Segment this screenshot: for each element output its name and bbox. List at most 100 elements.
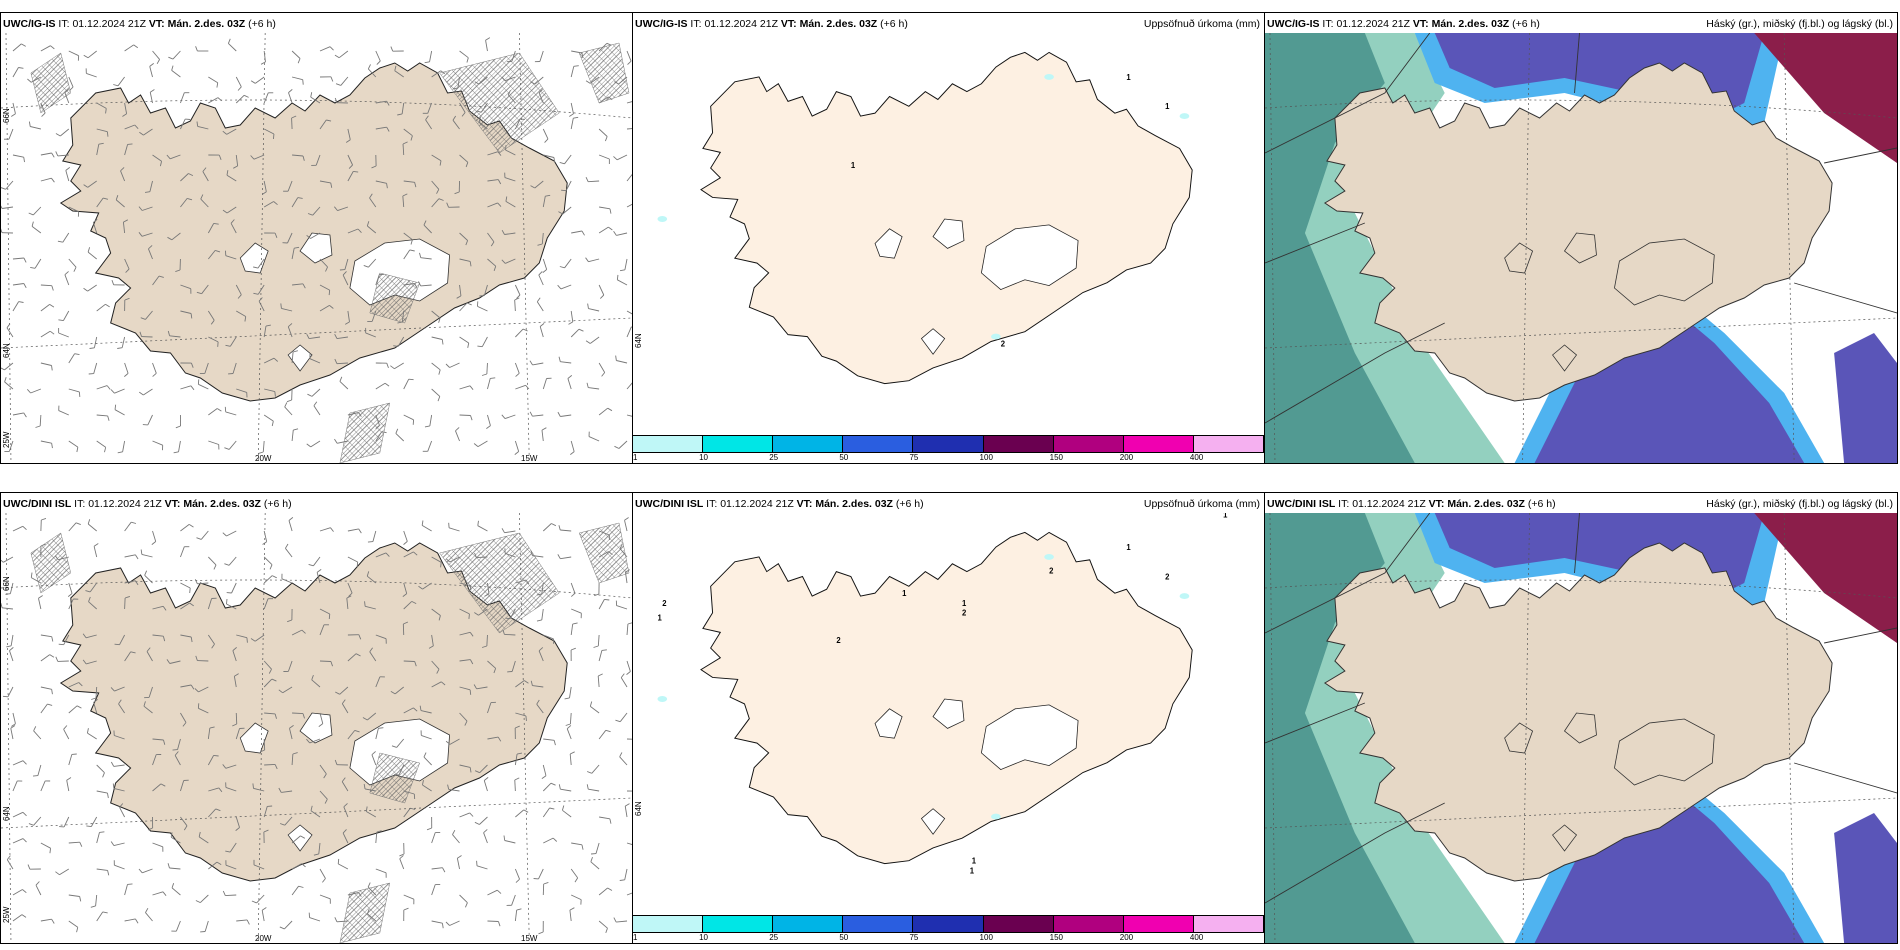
it-value: 01.12.2024 21Z: [704, 18, 778, 30]
wind-barbs: [1, 517, 632, 935]
precip-value-label: 2: [836, 636, 841, 645]
precip-colorbar: [633, 435, 1264, 453]
lead-time: (+6 h): [1527, 498, 1556, 510]
glacier: [980, 224, 1079, 291]
vt-label: VT:: [164, 498, 181, 510]
glacier-outline: [1563, 232, 1597, 264]
vt-label: VT:: [1428, 498, 1445, 510]
precip-colorbar-ticks: 1 10 25 50 75 100 150 200 400: [633, 933, 1264, 943]
wind-barbs: [1, 37, 632, 455]
colorbar-tick-label: 150: [1049, 933, 1064, 942]
iceland-land: [1323, 542, 1833, 882]
it-label: IT:: [706, 498, 718, 510]
colorbar-tick-label: 10: [699, 933, 709, 942]
colorbar-segment: [703, 916, 774, 932]
vt-value: Mán. 2.des. 03Z: [799, 18, 878, 30]
iceland-land: [700, 531, 1193, 865]
model-name: UWC/IG-IS: [635, 18, 688, 30]
colorbar-segment: [633, 436, 704, 452]
map-canvas: [1265, 513, 1897, 943]
colorbar-tick-label: 25: [769, 453, 779, 462]
model-name: UWC/IG-IS: [3, 18, 56, 30]
vt-label: VT:: [1412, 18, 1429, 30]
lon-label-15: 15W: [521, 454, 538, 463]
graticule: [1265, 513, 1897, 943]
model-name: UWC/DINI ISL: [3, 498, 72, 510]
lon-label-25: 25W: [2, 906, 11, 923]
colorbar-segment: [843, 436, 914, 452]
glacier-outline: [1504, 242, 1534, 274]
region-boundaries: [1265, 513, 1897, 904]
glacier: [299, 712, 333, 744]
colorbar-segment: [1193, 916, 1264, 932]
colorbar-tick-label: 100: [979, 933, 993, 942]
glacier: [299, 232, 333, 264]
colorbar-segment: [983, 916, 1054, 932]
colorbar-segment: [983, 436, 1054, 452]
colorbar-tick-label: 400: [1189, 453, 1204, 462]
precip-spot: [657, 216, 668, 222]
low-cloud-dense: [1265, 513, 1415, 943]
graticule: [1, 513, 632, 943]
lat-label-66: 66N: [2, 576, 11, 591]
panel-header: UWC/IG-IS IT: 01.12.2024 21Z VT: Mán. 2.…: [3, 17, 628, 31]
precip-spot: [991, 813, 1001, 820]
colorbar-tick-label: 400: [1189, 933, 1204, 942]
hatched-area: [439, 532, 560, 634]
model-name: UWC/IG-IS: [1267, 18, 1320, 30]
clouds-map: [1265, 33, 1897, 463]
glacier: [920, 328, 946, 355]
hatched-area: [578, 522, 630, 584]
glacier-outline: [1504, 722, 1534, 754]
it-value: 01.12.2024 21Z: [1352, 498, 1426, 510]
lon-label-20: 20W: [255, 454, 272, 463]
precip-value-label: 1: [970, 866, 975, 875]
panel-wind-dini: UWC/DINI ISL IT: 01.12.2024 21Z VT: Mán.…: [0, 492, 633, 944]
mid-cloud-area: [1534, 781, 1805, 943]
panel-clouds-igis: UWC/IG-IS IT: 01.12.2024 21Z VT: Mán. 2.…: [1264, 12, 1898, 464]
vt-value: Mán. 2.des. 03Z: [815, 498, 893, 510]
glacier: [287, 824, 313, 852]
colorbar-segment: [1123, 436, 1194, 452]
glacier: [932, 218, 965, 249]
hatched-area: [30, 52, 72, 114]
colorbar-tick-label: 1: [633, 453, 638, 462]
iceland-land: [59, 62, 568, 402]
iceland-land: [700, 51, 1193, 385]
precip-colorbar-ticks: 1 10 25 50 75 100 150 200 400: [633, 453, 1264, 463]
precip-spot: [1179, 593, 1190, 600]
colorbar-segment: [1053, 436, 1124, 452]
panel-wind-igis: UWC/IG-IS IT: 01.12.2024 21Z VT: Mán. 2.…: [0, 12, 633, 464]
panel-title: Uppsöfnuð úrkoma (mm): [1143, 18, 1260, 30]
iceland-land: [59, 542, 568, 882]
precip-value-label: 1: [962, 599, 967, 608]
colorbar-tick-label: 25: [769, 933, 779, 942]
precip-value-label: 1: [851, 161, 856, 170]
lon-label-25: 25W: [2, 431, 11, 448]
it-label: IT:: [58, 18, 70, 30]
precip-value-label: 2: [962, 609, 967, 618]
lead-time: (+6 h): [263, 498, 292, 510]
vt-value: Mán. 2.des. 03Z: [167, 18, 246, 30]
colorbar-tick-label: 100: [979, 453, 993, 462]
it-label: IT:: [690, 18, 702, 30]
precip-spot: [1044, 73, 1054, 80]
model-name: UWC/DINI ISL: [1267, 498, 1336, 510]
precip-map: 1 1 1 2: [633, 33, 1264, 435]
panel-header: UWC/DINI ISL IT: 01.12.2024 21Z VT: Mán.…: [3, 497, 628, 511]
panel-precip-dini: UWC/DINI ISL IT: 01.12.2024 21Z VT: Mán.…: [632, 492, 1265, 944]
mid-cloud-area: [1834, 813, 1897, 943]
colorbar-segment: [1123, 916, 1194, 932]
glacier: [874, 708, 903, 739]
glacier: [349, 718, 450, 786]
panel-title: Uppsöfnuð úrkoma (mm): [1143, 498, 1260, 510]
vt-label: VT:: [148, 18, 165, 30]
precip-colorbar: [633, 915, 1264, 933]
glacier: [874, 228, 903, 259]
it-value: 01.12.2024 21Z: [720, 498, 794, 510]
lon-label-15: 15W: [521, 934, 538, 943]
iceland-land: [1323, 62, 1833, 402]
map-canvas: 1 1 1 2: [657, 51, 1193, 385]
vt-value: Mán. 2.des. 03Z: [183, 498, 261, 510]
